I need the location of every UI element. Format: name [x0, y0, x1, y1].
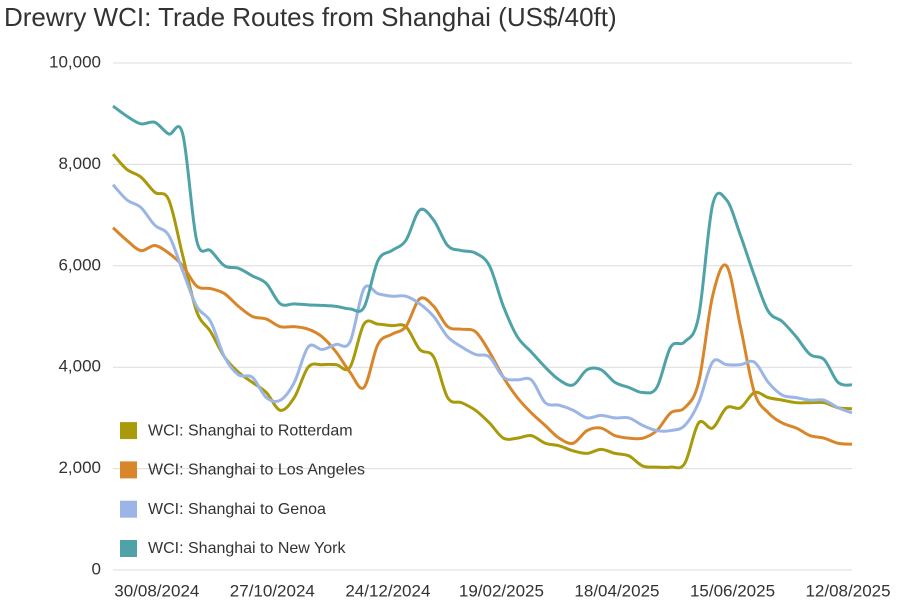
- y-tick-label: 10,000: [49, 52, 101, 71]
- y-tick-label: 6,000: [58, 255, 101, 274]
- legend-label: WCI: Shanghai to Los Angeles: [148, 462, 365, 479]
- line-series: [111, 226, 853, 446]
- chart-title: Drewry WCI: Trade Routes from Shanghai (…: [4, 2, 617, 32]
- y-tick-label: 0: [92, 559, 101, 578]
- legend-swatch: [120, 500, 137, 518]
- x-tick-label: 15/06/2025: [690, 581, 775, 600]
- line-series: [111, 183, 853, 433]
- x-tick-label: 12/08/2025: [805, 581, 890, 600]
- line-series: [112, 104, 853, 395]
- x-tick-label: 30/08/2024: [114, 581, 199, 600]
- x-tick-label: 27/10/2024: [230, 581, 315, 600]
- x-tick-label: 19/02/2025: [459, 581, 544, 600]
- legend-swatch: [120, 422, 137, 440]
- legend-swatch: [120, 461, 137, 479]
- legend-label: WCI: Shanghai to New York: [148, 540, 346, 557]
- legend-swatch: [120, 540, 137, 557]
- legend-label: WCI: Shanghai to Rotterdam: [148, 422, 353, 439]
- y-tick-label: 4,000: [58, 357, 101, 376]
- x-tick-label: 24/12/2024: [345, 581, 430, 600]
- y-tick-label: 8,000: [58, 154, 101, 173]
- line-series: [111, 153, 853, 470]
- legend-label: WCI: Shanghai to Genoa: [148, 501, 326, 518]
- y-tick-label: 2,000: [58, 458, 101, 477]
- x-tick-label: 18/04/2025: [574, 581, 659, 600]
